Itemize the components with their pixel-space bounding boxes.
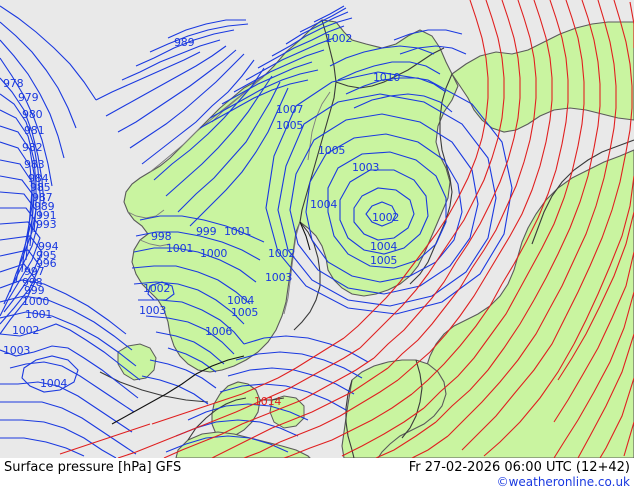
isobar-high-layer — [59, 0, 634, 458]
isobar-label: 983 — [24, 158, 45, 171]
isobar-label: 1003 — [265, 271, 293, 284]
isobar-label: 987 — [32, 191, 53, 204]
isobar-label: 1001 — [25, 308, 53, 321]
isobar-label: 1004 — [227, 294, 255, 307]
land-west-isles — [117, 343, 157, 381]
isobar-label: 984 — [28, 172, 49, 185]
isobar-label: 1001 — [166, 242, 194, 255]
isobar-label: 1005 — [231, 306, 259, 319]
isobar-label: 1001 — [224, 225, 252, 238]
isobar-label: 1003 — [3, 344, 31, 357]
isobar-label: 985 — [30, 181, 51, 194]
pressure-contour-map[interactable]: 989 1002 1010 978 979 980 981 982 983 984 985 987 98… — [0, 0, 634, 458]
isobar-label: 995 — [36, 249, 57, 262]
isobar-label: 1010 — [373, 71, 401, 84]
isobar-label: 998 — [22, 276, 43, 289]
isobar-label: 1006 — [205, 325, 233, 338]
isobar-label: 981 — [24, 124, 45, 137]
land-denmark-islands — [269, 395, 305, 429]
isobar-label: 999 — [196, 225, 217, 238]
map-footer: Surface pressure [hPa] GFS Fr 27-02-2026… — [0, 458, 634, 490]
isobar-label: 1005 — [370, 254, 398, 267]
isobar-low-layer — [0, 5, 513, 458]
footer-title: Surface pressure [hPa] GFS — [4, 460, 182, 475]
isobar-label: 1004 — [370, 240, 398, 253]
isobar-label: 1000 — [200, 247, 228, 260]
isobar-label: 1004 — [310, 198, 338, 211]
land-denmark — [211, 381, 261, 439]
isobar-label: 980 — [22, 108, 43, 121]
trough-line — [111, 221, 311, 425]
isobar-label: 1004 — [40, 377, 68, 390]
footer-copyright: ©weatheronline.co.uk — [496, 475, 630, 489]
isobar-label: 993 — [36, 218, 57, 231]
isobar-label: 991 — [36, 209, 57, 222]
isobar-label: 1007 — [276, 103, 304, 116]
isobar-label: 1002 — [325, 32, 353, 45]
isobar-label: 982 — [22, 141, 43, 154]
footer-valid-time: Fr 27-02-2026 06:00 UTC (12+42) — [408, 460, 630, 475]
land-baltic-poland — [341, 359, 447, 458]
isobar-label: 1005 — [318, 144, 346, 157]
isobar-label: 997 — [24, 265, 45, 278]
isobar-label: 1002 — [12, 324, 40, 337]
isobar-label: 1002 — [372, 211, 400, 224]
isobar-label: 989 — [34, 200, 55, 213]
isobar-label: 1005 — [276, 119, 304, 132]
isobar-label: 998 — [151, 230, 172, 243]
isobar-label: 979 — [18, 91, 39, 104]
isobar-label: 1002 — [143, 282, 171, 295]
isobar-label: 994 — [38, 240, 59, 253]
map-canvas — [0, 0, 634, 458]
isobar-label: 996 — [36, 257, 57, 270]
isobar-label: 1000 — [22, 295, 50, 308]
landmass-layer — [117, 19, 634, 458]
isobar-label: 989 — [174, 36, 195, 49]
land-scandinavia — [123, 19, 459, 373]
isobar-label: 1014 — [254, 395, 282, 408]
isobar-label: 978 — [3, 77, 24, 90]
isobar-label: 1003 — [352, 161, 380, 174]
isobar-label: 1002 — [268, 247, 296, 260]
isobar-label: 1003 — [139, 304, 167, 317]
isobar-label: 999 — [24, 284, 45, 297]
